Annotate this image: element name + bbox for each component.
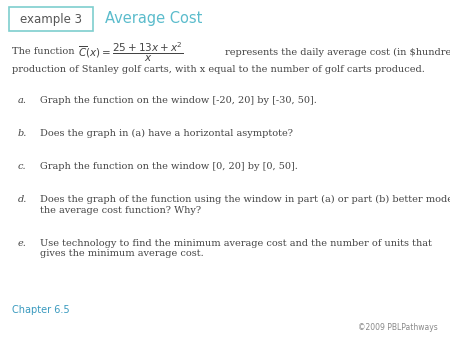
Text: c.: c. — [18, 162, 27, 171]
Text: Graph the function on the window [-20, 20] by [-30, 50].: Graph the function on the window [-20, 2… — [40, 96, 317, 105]
Text: Use technology to find the minimum average cost and the number of units that
giv: Use technology to find the minimum avera… — [40, 239, 432, 258]
FancyBboxPatch shape — [9, 7, 93, 31]
Text: d.: d. — [18, 195, 27, 204]
Text: Chapter 6.5: Chapter 6.5 — [12, 305, 70, 315]
Text: Graph the function on the window [0, 20] by [0, 50].: Graph the function on the window [0, 20]… — [40, 162, 298, 171]
Text: ©2009 PBLPathways: ©2009 PBLPathways — [358, 323, 438, 333]
Text: example 3: example 3 — [20, 13, 82, 25]
Text: production of Stanley golf carts, with x equal to the number of golf carts produ: production of Stanley golf carts, with x… — [12, 66, 425, 74]
Text: Does the graph of the function using the window in part (a) or part (b) better m: Does the graph of the function using the… — [40, 195, 450, 215]
Text: The function: The function — [12, 48, 75, 56]
Text: b.: b. — [18, 129, 27, 138]
Text: Average Cost: Average Cost — [105, 11, 202, 26]
Text: $\overline{C}(x)=\dfrac{25+13x+x^2}{x}$: $\overline{C}(x)=\dfrac{25+13x+x^2}{x}$ — [78, 41, 184, 64]
Text: represents the daily average cost (in $hundreds) for the: represents the daily average cost (in $h… — [225, 47, 450, 56]
Text: a.: a. — [18, 96, 27, 105]
Text: Does the graph in (a) have a horizontal asymptote?: Does the graph in (a) have a horizontal … — [40, 129, 293, 138]
Text: e.: e. — [18, 239, 27, 248]
